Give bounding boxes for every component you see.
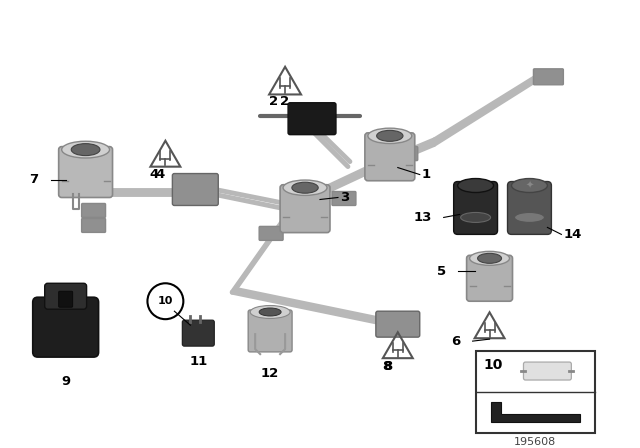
- FancyBboxPatch shape: [508, 181, 552, 234]
- Text: 10: 10: [484, 358, 503, 372]
- Polygon shape: [491, 402, 580, 422]
- Text: 9: 9: [61, 375, 70, 388]
- Text: 6: 6: [451, 335, 461, 348]
- FancyBboxPatch shape: [182, 320, 214, 346]
- FancyBboxPatch shape: [59, 146, 113, 198]
- Text: 8: 8: [383, 360, 392, 373]
- FancyBboxPatch shape: [467, 255, 513, 301]
- Text: 14: 14: [563, 228, 582, 241]
- Text: 13: 13: [413, 211, 432, 224]
- Text: 11: 11: [189, 354, 207, 367]
- Text: 8: 8: [383, 360, 393, 373]
- Circle shape: [147, 283, 183, 319]
- Ellipse shape: [250, 306, 290, 319]
- Text: 10: 10: [157, 296, 173, 306]
- FancyBboxPatch shape: [82, 219, 106, 233]
- Ellipse shape: [511, 179, 547, 193]
- FancyBboxPatch shape: [332, 191, 356, 206]
- Ellipse shape: [283, 180, 327, 195]
- Text: 2: 2: [280, 95, 289, 108]
- Ellipse shape: [461, 212, 491, 222]
- Text: 4: 4: [149, 168, 159, 181]
- Text: 12: 12: [261, 366, 279, 379]
- Bar: [476, 351, 595, 433]
- Text: ✦: ✦: [525, 181, 534, 190]
- FancyBboxPatch shape: [454, 181, 497, 234]
- FancyBboxPatch shape: [280, 185, 330, 233]
- FancyBboxPatch shape: [59, 291, 72, 307]
- FancyBboxPatch shape: [33, 297, 99, 357]
- Ellipse shape: [61, 141, 109, 158]
- Ellipse shape: [377, 130, 403, 141]
- FancyBboxPatch shape: [365, 133, 415, 181]
- Text: 4: 4: [156, 168, 164, 181]
- FancyBboxPatch shape: [394, 146, 418, 160]
- FancyBboxPatch shape: [376, 311, 420, 337]
- FancyBboxPatch shape: [82, 203, 106, 217]
- Text: 3: 3: [340, 191, 349, 204]
- Ellipse shape: [470, 251, 509, 265]
- FancyBboxPatch shape: [288, 103, 336, 135]
- Text: 5: 5: [436, 265, 445, 278]
- FancyBboxPatch shape: [172, 173, 218, 206]
- Ellipse shape: [292, 182, 318, 193]
- FancyBboxPatch shape: [248, 310, 292, 352]
- FancyBboxPatch shape: [534, 69, 563, 85]
- Ellipse shape: [259, 308, 281, 316]
- Text: 7: 7: [29, 173, 39, 186]
- Text: 2: 2: [269, 95, 278, 108]
- FancyBboxPatch shape: [45, 283, 86, 309]
- Ellipse shape: [477, 254, 502, 263]
- FancyBboxPatch shape: [524, 362, 572, 380]
- Text: 1: 1: [422, 168, 431, 181]
- Ellipse shape: [515, 212, 545, 222]
- Ellipse shape: [368, 128, 412, 143]
- Ellipse shape: [458, 179, 493, 193]
- Text: 195608: 195608: [515, 437, 557, 447]
- Ellipse shape: [71, 144, 100, 155]
- FancyBboxPatch shape: [259, 226, 283, 241]
